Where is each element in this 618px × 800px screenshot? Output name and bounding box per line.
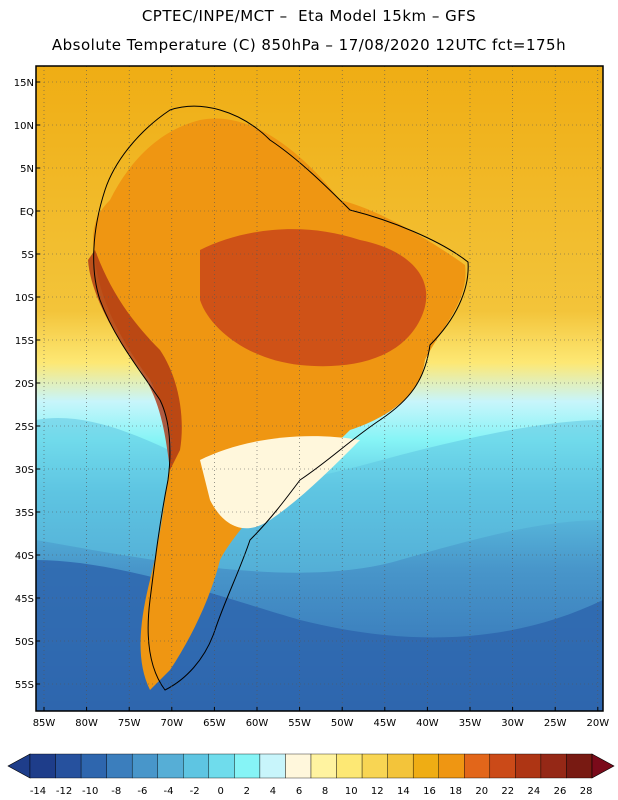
lon-label: 35W: [459, 718, 482, 729]
chart-title-line1: CPTEC/INPE/MCT – Eta Model 15km – GFS: [141, 7, 477, 25]
lat-label: 5S: [21, 250, 34, 261]
lat-label: 45S: [15, 594, 34, 605]
hot-interior-field: [200, 229, 427, 367]
colorbar-tick-label: 26: [554, 786, 567, 797]
colorbar-cell: [387, 753, 414, 779]
colorbar-cell: [336, 753, 363, 779]
lat-label: 35S: [15, 508, 34, 519]
colorbar-cell: [183, 753, 210, 779]
lat-label: 40S: [15, 551, 34, 562]
colorbar-cell: [208, 753, 235, 779]
lat-label: 10S: [15, 293, 34, 304]
lon-label: 70W: [160, 718, 183, 729]
colorbar-cell: [412, 753, 439, 779]
colorbar-tick-label: 18: [449, 786, 462, 797]
colorbar-tick-label: 0: [218, 786, 224, 797]
colorbar-cell: [106, 753, 133, 779]
colorbar-cell: [29, 753, 56, 779]
southern-cool-field: [200, 436, 360, 529]
colorbar-cell: [361, 753, 388, 779]
lat-label: 25S: [15, 422, 34, 433]
lon-label: 65W: [203, 718, 226, 729]
colorbar-tick-label: -4: [164, 786, 174, 797]
lat-label: EQ: [20, 207, 34, 218]
colorbar-tick-label: -12: [56, 786, 72, 797]
colorbar-cell: [464, 753, 491, 779]
chart-title-line2: Absolute Temperature (C) 850hPa – 17/08/…: [51, 36, 567, 54]
colorbar-tick-label: -6: [137, 786, 147, 797]
colorbar-tick-label: 10: [345, 786, 358, 797]
colorbar-tick-label: 8: [322, 786, 328, 797]
lon-label: 75W: [118, 718, 141, 729]
colorbar-cell: [285, 753, 312, 779]
colorbar-cell: [55, 753, 82, 779]
latitude-labels: 15N 10N 5N EQ 5S 10S 15S 20S 25S 30S 35S 40S 45S 50S 5…: [14, 78, 34, 691]
colorbar-tick-label: 16: [423, 786, 436, 797]
lat-label: 15N: [14, 78, 34, 89]
colorbar-under-arrow: [7, 753, 31, 779]
andes-warm-strip: [88, 250, 182, 470]
colorbar-cell: [80, 753, 107, 779]
map-frame: [35, 65, 604, 712]
colorbar-tick-label: 24: [528, 786, 541, 797]
lat-label: 20S: [15, 379, 34, 390]
colorbar-tick-label: -10: [82, 786, 98, 797]
colorbar-tick-labels: -14 -12 -10 -8 -6 -4 -2 0 2 4 6 8 10 12 14 16 18 20 22 24 26…: [30, 786, 593, 797]
longitude-labels: 85W 80W 75W 70W 65W 60W 55W 50W 45W 40W 35W 30W 25W 2…: [33, 718, 610, 729]
lat-label: 10N: [14, 121, 34, 132]
lat-label: 30S: [15, 465, 34, 476]
colorbar-over-arrow: [591, 753, 615, 779]
colorbar-tick-label: -8: [111, 786, 121, 797]
colorbar-cell: [234, 753, 261, 779]
lon-label: 85W: [33, 718, 56, 729]
map-grid: [36, 66, 603, 711]
colorbar-tick-label: -14: [30, 786, 46, 797]
colorbar-tick-label: 6: [296, 786, 302, 797]
colorbar-tick-label: 22: [501, 786, 514, 797]
colorbar-cell: [515, 753, 542, 779]
lon-label: 80W: [75, 718, 98, 729]
colorbar-tick-label: 14: [397, 786, 410, 797]
lon-label: 50W: [331, 718, 354, 729]
colorbar-tick-label: 12: [371, 786, 384, 797]
colorbar-tick-label: 20: [475, 786, 488, 797]
lon-label: 30W: [501, 718, 524, 729]
colorbar-cell: [566, 753, 593, 779]
lat-label: 55S: [15, 680, 34, 691]
lon-label: 55W: [288, 718, 311, 729]
colorbar-cell: [438, 753, 465, 779]
colorbar-cell: [310, 753, 337, 779]
continent-coastline: [93, 105, 469, 691]
lon-label: 45W: [373, 718, 396, 729]
lon-label: 25W: [544, 718, 567, 729]
colorbar-cell: [489, 753, 516, 779]
lat-label: 50S: [15, 637, 34, 648]
lon-label: 20W: [586, 718, 609, 729]
colorbar-cell: [157, 753, 184, 779]
colorbar-cell: [259, 753, 286, 779]
colorbar-tick-label: 2: [244, 786, 250, 797]
colorbar-cell: [540, 753, 567, 779]
lat-label: 5N: [20, 164, 34, 175]
colorbar-cells: [7, 753, 615, 779]
lat-label: 15S: [15, 336, 34, 347]
colorbar-tick-label: 28: [580, 786, 593, 797]
colorbar-cell: [131, 753, 158, 779]
lon-label: 60W: [246, 718, 269, 729]
lon-label: 40W: [416, 718, 439, 729]
colorbar-tick-label: 4: [270, 786, 276, 797]
colorbar-tick-label: -2: [190, 786, 200, 797]
